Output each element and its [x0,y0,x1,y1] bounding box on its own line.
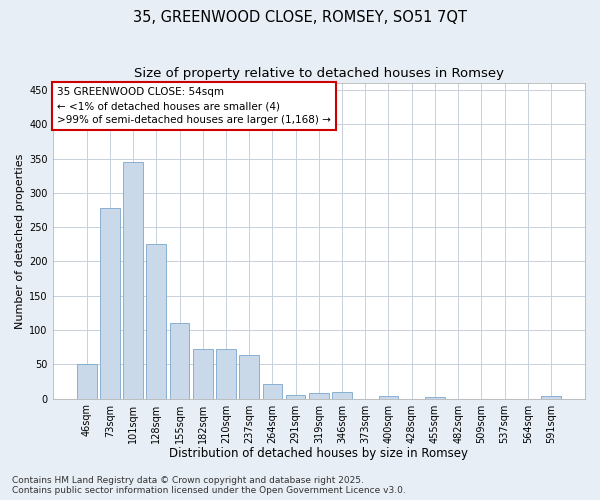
Bar [541,396,561,398]
X-axis label: Distribution of detached houses by size in Romsey: Distribution of detached houses by size … [169,447,469,460]
Bar [193,349,212,399]
Title: Size of property relative to detached houses in Romsey: Size of property relative to detached ho… [134,68,504,80]
Text: 35, GREENWOOD CLOSE, ROMSEY, SO51 7QT: 35, GREENWOOD CLOSE, ROMSEY, SO51 7QT [133,10,467,25]
Bar [332,392,352,398]
Bar [309,393,329,398]
Bar [216,349,236,399]
Bar [425,396,445,398]
Bar [286,395,305,398]
Text: Contains HM Land Registry data © Crown copyright and database right 2025.
Contai: Contains HM Land Registry data © Crown c… [12,476,406,495]
Bar [146,244,166,398]
Text: 35 GREENWOOD CLOSE: 54sqm
← <1% of detached houses are smaller (4)
>99% of semi-: 35 GREENWOOD CLOSE: 54sqm ← <1% of detac… [57,87,331,125]
Bar [77,364,97,398]
Y-axis label: Number of detached properties: Number of detached properties [15,153,25,328]
Bar [263,384,282,398]
Bar [379,396,398,398]
Bar [239,356,259,399]
Bar [123,162,143,398]
Bar [170,323,190,398]
Bar [100,208,120,398]
